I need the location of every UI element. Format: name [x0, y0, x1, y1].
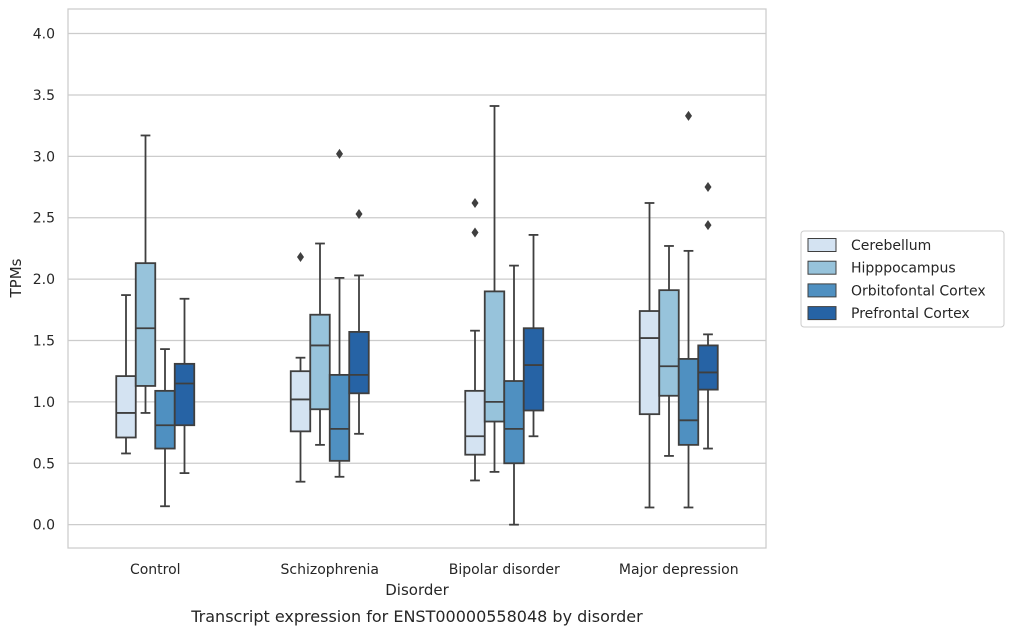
box-iqr	[483, 290, 506, 423]
y-tick-label: 2.0	[33, 272, 55, 288]
box-iqr	[638, 310, 661, 416]
legend-label: Prefrontal Cortex	[851, 306, 970, 322]
legend: Cerebellum Hipppocampus Orbitofontal Corte…	[800, 230, 1005, 328]
y-tick-label: 0.5	[33, 456, 55, 472]
outlier-point	[704, 220, 712, 231]
x-tick-label: Control	[130, 562, 181, 578]
box-prefrontal-cortex	[173, 297, 196, 475]
y-tick-label: 3.0	[33, 149, 55, 165]
box-orbitofontal-cortex	[677, 110, 700, 509]
box-iqr	[173, 362, 196, 427]
outlier-point	[471, 227, 479, 238]
outlier-point	[297, 252, 304, 263]
outlier-point	[471, 197, 479, 208]
x-tick-label: Major depression	[619, 562, 739, 578]
box-iqr	[697, 344, 719, 391]
y-tick-label: 3.5	[33, 88, 55, 104]
box-prefrontal-cortex	[522, 234, 545, 438]
box-iqr	[115, 375, 137, 439]
plot-frame	[67, 8, 767, 549]
legend-swatch	[807, 306, 837, 321]
box-hipppocampus	[658, 245, 680, 457]
y-tick-label: 2.5	[33, 211, 55, 227]
chart-caption: Transcript expression for ENST0000055804…	[190, 607, 643, 626]
legend-swatch	[807, 238, 837, 252]
legend-swatch	[807, 283, 837, 298]
x-tick-label: Bipolar disorder	[449, 562, 560, 578]
box-hipppocampus	[483, 105, 506, 473]
box-orbitofontal-cortex	[503, 264, 525, 526]
box-cerebellum	[115, 294, 137, 455]
box-iqr	[348, 331, 370, 395]
box-iqr	[328, 373, 351, 462]
box-prefrontal-cortex	[348, 209, 370, 435]
box-hipppocampus	[134, 134, 157, 414]
x-tick-labels: Control Schizophrenia Bipolar disorder Majo…	[130, 562, 739, 578]
legend-label: Hipppocampus	[851, 261, 956, 277]
box-iqr	[658, 289, 680, 397]
box-cerebellum	[464, 197, 486, 482]
box-prefrontal-cortex	[697, 182, 719, 450]
x-tick-label: Schizophrenia	[281, 562, 379, 578]
legend-frame	[800, 230, 1005, 328]
box-hipppocampus	[309, 242, 331, 446]
outlier-point	[704, 182, 712, 193]
box-orbitofontal-cortex	[154, 348, 176, 508]
y-tick-labels: 0.0 0.5 1.0 1.5 2.0 2.5 3.0 3.5 4.0	[33, 27, 55, 534]
y-tick-label: 0.0	[33, 518, 55, 534]
y-axis-title: TPMs	[7, 258, 25, 298]
box-iqr	[677, 358, 700, 446]
box-iqr	[154, 389, 176, 450]
box-iqr	[309, 313, 331, 411]
box-iqr	[503, 380, 525, 465]
y-tick-label: 1.0	[33, 395, 55, 411]
box-iqr	[289, 370, 312, 433]
box-orbitofontal-cortex	[328, 148, 351, 478]
box-iqr	[464, 389, 486, 456]
y-tick-label: 4.0	[33, 27, 55, 43]
outlier-point	[685, 110, 692, 121]
legend-label: Cerebellum	[851, 238, 931, 254]
box-groups	[115, 105, 719, 526]
box-iqr	[134, 262, 157, 387]
outlier-point	[355, 209, 363, 220]
x-axis-title: Disorder	[385, 581, 449, 599]
y-tick-label: 1.5	[33, 334, 55, 350]
box-iqr	[522, 327, 545, 412]
legend-label: Orbitofontal Cortex	[851, 283, 986, 299]
box-cerebellum	[289, 252, 312, 483]
legend-swatch	[807, 260, 837, 275]
outlier-point	[336, 148, 343, 159]
